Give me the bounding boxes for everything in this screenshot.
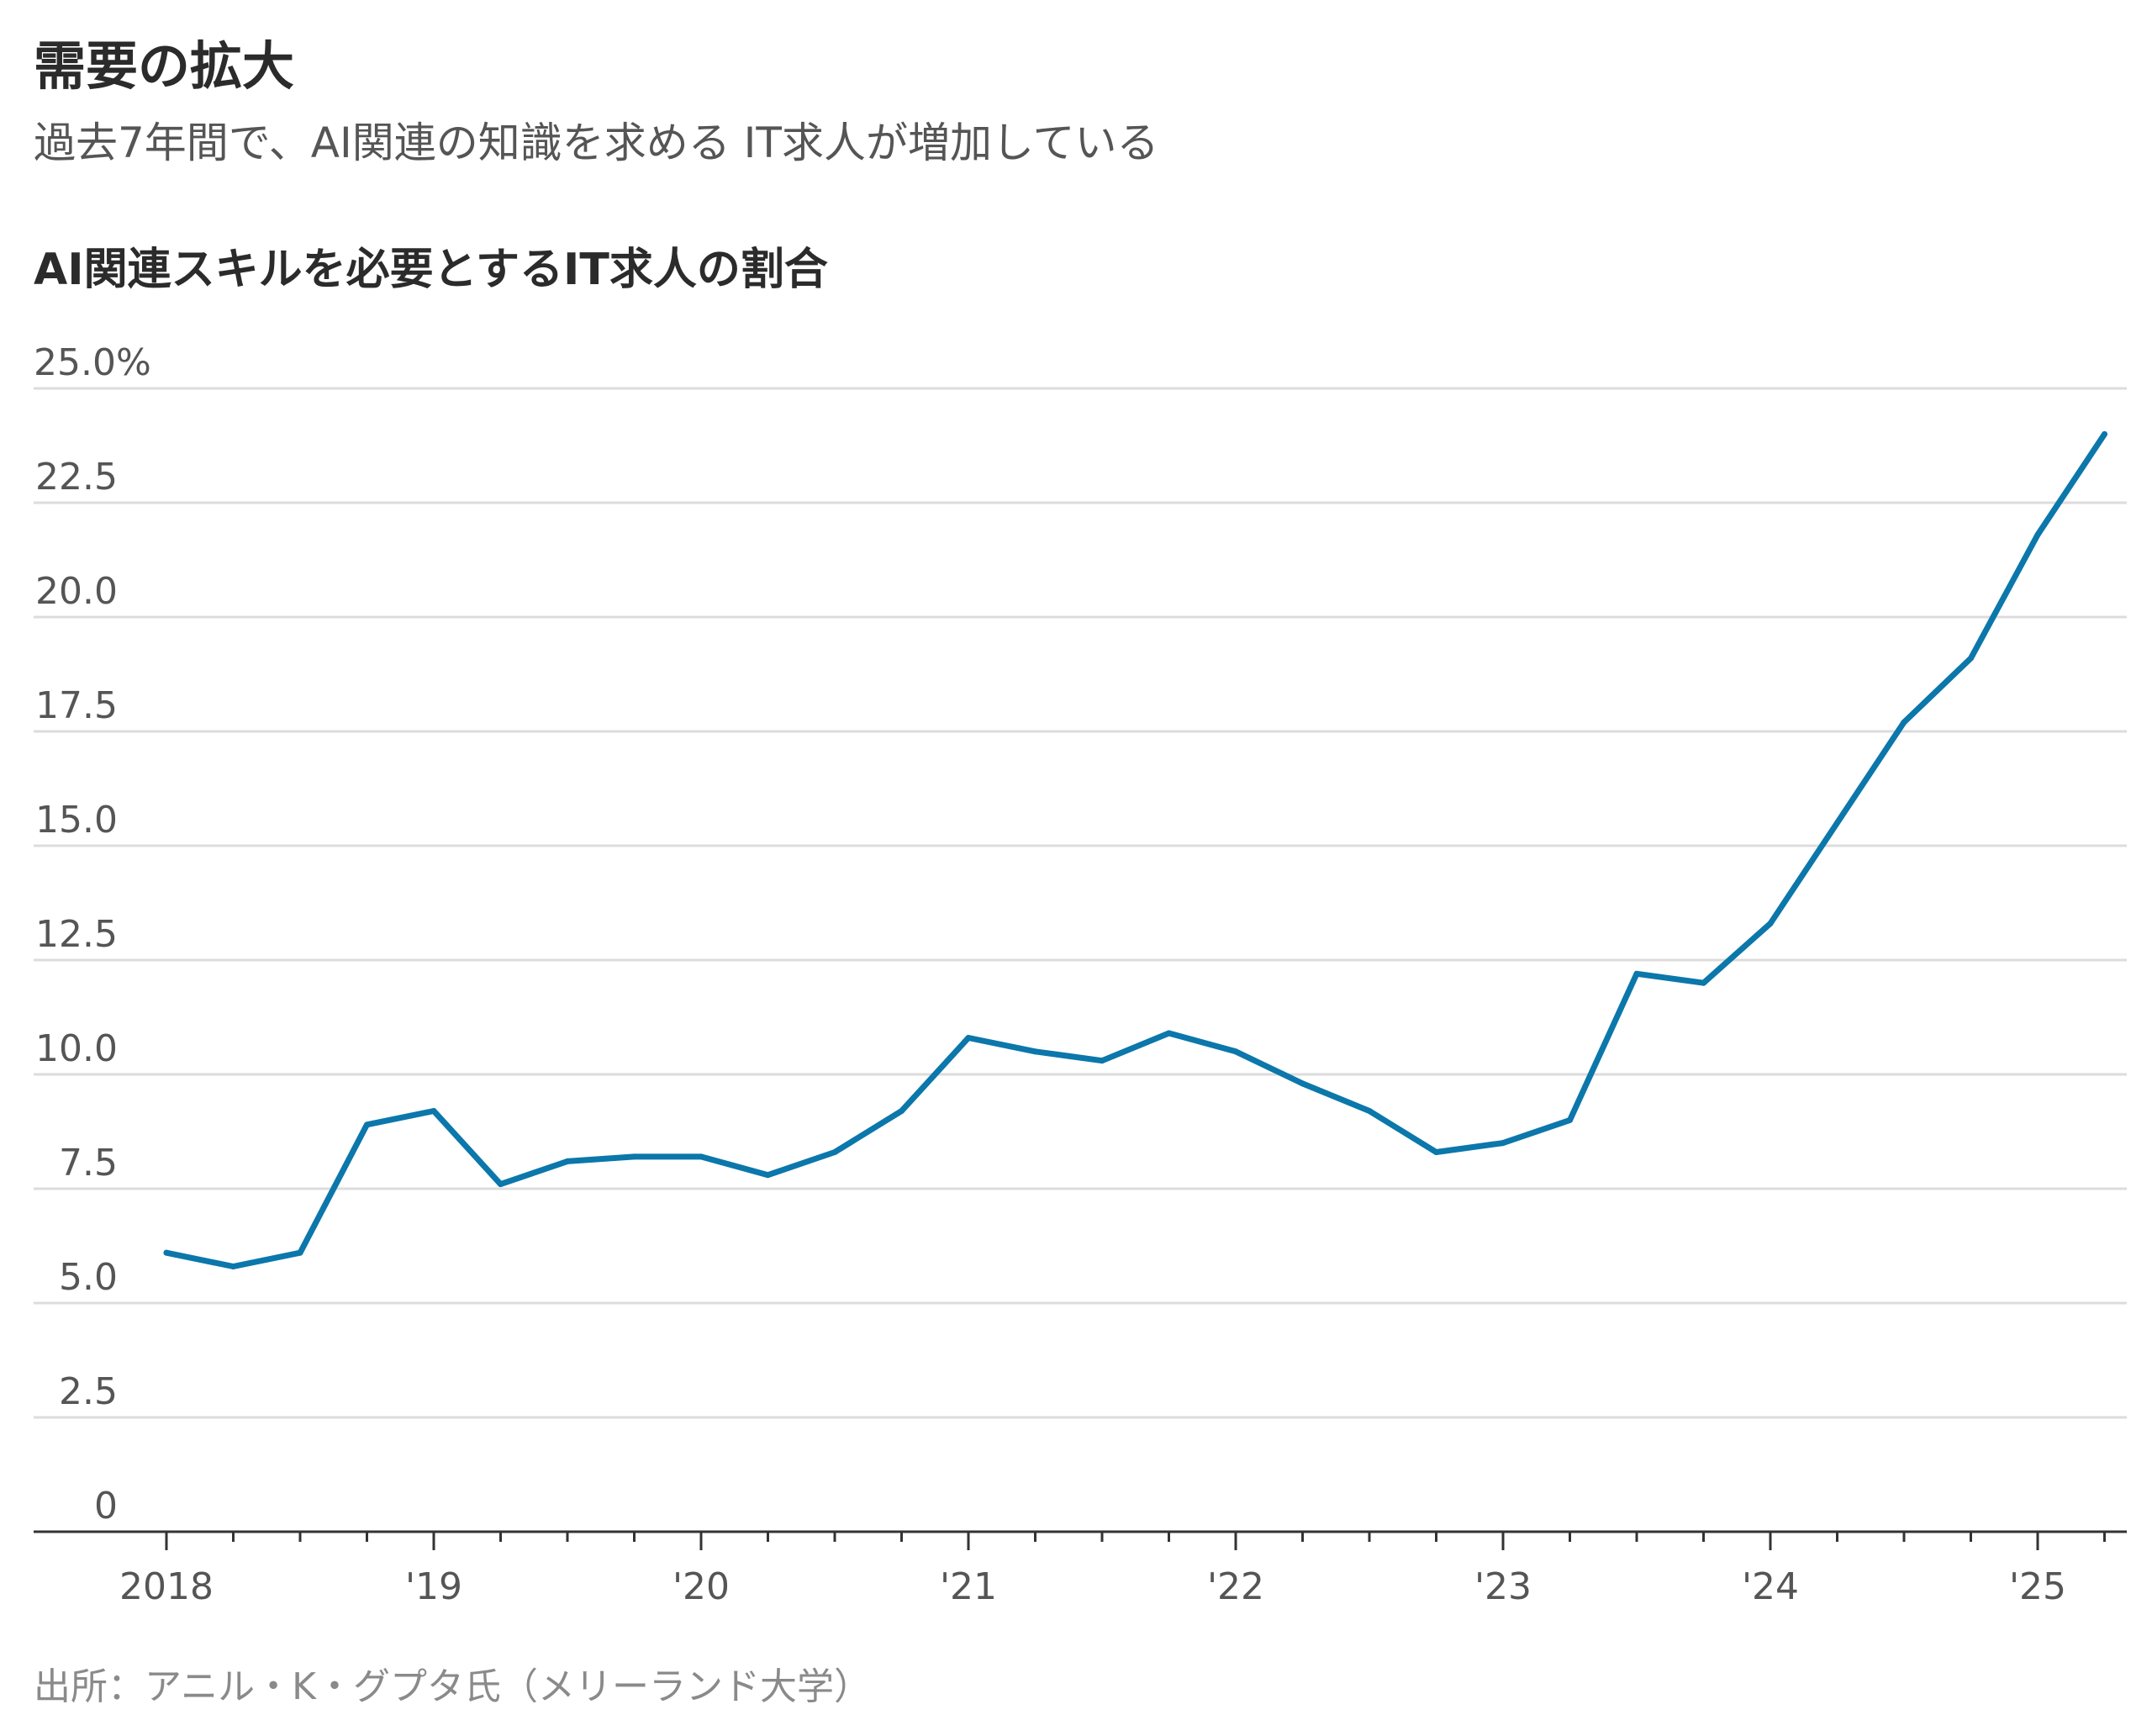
data-point [965,1034,972,1041]
y-tick-label: 10.0 [35,1027,118,1070]
data-point [1366,1108,1373,1115]
data-point [1701,979,1706,986]
y-tick-label: 2.5 [59,1370,118,1413]
chart-title: AI関連スキルを必要とするIT求人の割合 [34,245,828,295]
data-point [2034,531,2041,538]
data-point [1968,655,1974,662]
data-point [364,1121,370,1128]
y-tick-label: 5.0 [59,1256,118,1299]
grid-lines [34,387,2127,1419]
y-tick-label: 0 [94,1485,118,1528]
y-tick-label: 25.0% [34,341,151,384]
x-axis: 2018 '19 '20 '21 '22 '23 '24 '25 [34,1530,2127,1608]
y-tick-label: 22.5 [35,456,118,499]
data-point [765,1172,771,1179]
y-tick-label: 20.0 [35,570,118,613]
x-tick-label: '19 [405,1565,462,1608]
data-point [631,1153,637,1160]
data-point [1767,920,1774,926]
series-line [163,430,2107,1269]
data-point [564,1158,571,1164]
data-point [1166,1030,1172,1037]
x-tick-label: '22 [1207,1565,1264,1608]
data-point [1500,1140,1506,1147]
data-point [230,1263,236,1269]
data-point [698,1153,704,1160]
data-point [1099,1058,1105,1064]
x-tick-label: '24 [1742,1565,1799,1608]
data-point [2102,430,2107,437]
y-tick-label: 7.5 [59,1142,118,1185]
data-point [1032,1048,1038,1055]
data-point [498,1181,504,1188]
data-point [1300,1080,1305,1087]
x-tick-label: '20 [672,1565,730,1608]
data-point [163,1249,170,1256]
page-subtitle: 過去7年間で、AI関連の知識を求める IT求人が増加している [34,119,1159,167]
data-point [1901,719,1907,726]
data-point [1567,1116,1573,1123]
x-tick-label: 2018 [119,1565,214,1608]
y-tick-label: 12.5 [35,913,118,956]
x-tick-label: '25 [2009,1565,2066,1608]
series-layer [163,430,2107,1269]
data-point [430,1108,437,1115]
data-point [899,1108,905,1115]
data-point [297,1249,303,1256]
y-tick-label: 15.0 [35,799,118,842]
data-point [1232,1048,1239,1055]
data-point [831,1148,838,1155]
source-note: 出所：アニル・K・グプタ氏（メリーランド大学） [34,1665,871,1708]
data-point [1433,1148,1439,1155]
y-tick-label: 17.5 [35,684,118,727]
y-axis-labels: 0 2.5 5.0 7.5 10.0 12.5 15.0 17.5 20.0 22.5 25.0% [34,341,151,1528]
x-tick-label: '23 [1474,1565,1532,1608]
data-point [1633,970,1640,977]
page-title: 需要の拡大 [34,35,295,97]
x-tick-label: '21 [940,1565,997,1608]
data-point [1834,820,1840,826]
